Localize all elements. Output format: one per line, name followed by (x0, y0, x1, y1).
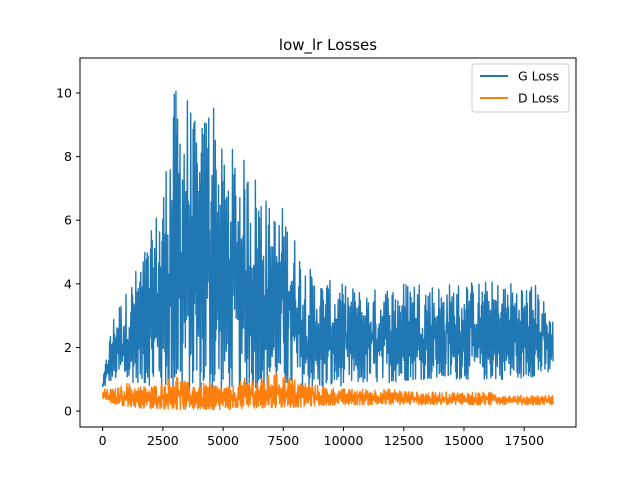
y-tick-label: 2 (64, 340, 72, 355)
y-tick-label: 0 (64, 404, 72, 419)
legend-label: D Loss (518, 91, 559, 106)
x-tick-label: 7500 (267, 433, 299, 448)
legend: G Loss D Loss (471, 63, 570, 113)
x-tick-label: 17500 (504, 433, 544, 448)
plot-area-frame (79, 57, 577, 428)
x-tick-label: 15000 (444, 433, 484, 448)
series-layer (101, 90, 554, 411)
y-tick-label: 8 (64, 149, 72, 164)
y-tick-label: 4 (64, 276, 72, 291)
x-axis: 0 2500 5000 7500 10000 12500 15000 17500 (99, 427, 544, 448)
x-tick-label: 0 (99, 433, 107, 448)
x-tick-label: 5000 (207, 433, 239, 448)
y-axis: 0 2 4 6 8 10 (56, 85, 80, 419)
x-tick-label: 10000 (324, 433, 364, 448)
series-line-d-loss (101, 372, 554, 411)
y-tick-label: 10 (56, 85, 72, 100)
series-line-g-loss (101, 90, 554, 393)
chart-title: low_lr Losses (279, 36, 377, 55)
x-tick-label: 2500 (147, 433, 179, 448)
x-tick-label: 12500 (384, 433, 424, 448)
y-tick-label: 6 (64, 213, 72, 228)
legend-label: G Loss (518, 69, 559, 84)
